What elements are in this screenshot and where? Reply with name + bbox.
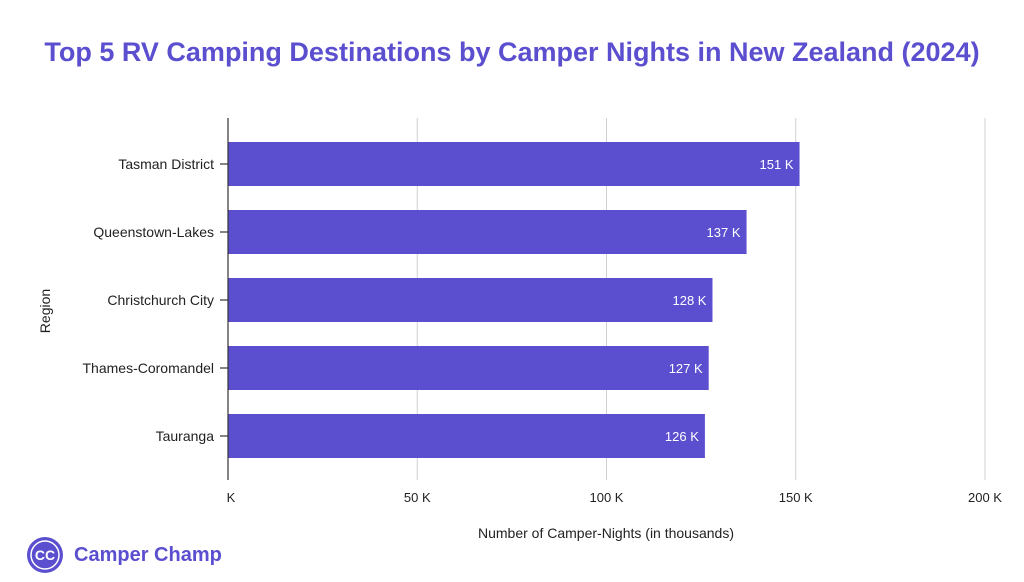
bar — [228, 142, 800, 186]
y-tick-label: Thames-Coromandel — [83, 360, 215, 376]
svg-text:CC: CC — [35, 547, 55, 563]
y-axis: Tasman District Queenstown-Lakes Christchu… — [83, 118, 229, 480]
bar — [228, 278, 713, 322]
x-tick-label: 150 K — [779, 490, 813, 505]
bar-value-label: 128 K — [672, 293, 706, 308]
x-tick-label: 50 K — [404, 490, 431, 505]
y-tick-label: Christchurch City — [107, 292, 214, 308]
x-tick-label: 100 K — [590, 490, 624, 505]
bars — [228, 142, 800, 458]
bar — [228, 210, 747, 254]
bar — [228, 414, 705, 458]
y-axis-label: Region — [37, 289, 53, 333]
x-tick-label: 200 K — [968, 490, 1002, 505]
brand-name: Camper Champ — [74, 543, 222, 566]
camper-champ-logo-icon: CC — [27, 537, 63, 573]
y-tick-label: Tauranga — [156, 428, 215, 444]
bar-value-labels: 151 K 137 K 128 K 127 K 126 K — [665, 157, 794, 444]
y-tick-label: Queenstown-Lakes — [93, 224, 214, 240]
bar — [228, 346, 709, 390]
bar-value-label: 126 K — [665, 429, 699, 444]
y-tick-label: Tasman District — [118, 156, 214, 172]
bar-value-label: 151 K — [760, 157, 794, 172]
brand-logo: CC Camper Champ — [26, 536, 222, 574]
bar-value-label: 137 K — [707, 225, 741, 240]
bar-value-label: 127 K — [669, 361, 703, 376]
x-axis-label: Number of Camper-Nights (in thousands) — [478, 525, 734, 541]
chart-title: Top 5 RV Camping Destinations by Camper … — [44, 37, 980, 67]
x-tick-label: K — [227, 490, 236, 505]
x-axis-ticks: K 50 K 100 K 150 K 200 K — [227, 490, 1003, 505]
